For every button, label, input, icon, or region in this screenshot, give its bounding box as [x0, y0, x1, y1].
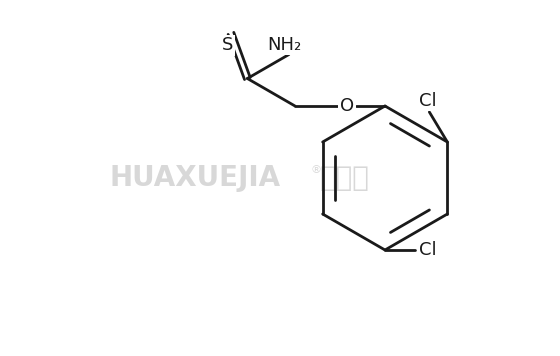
- Text: Cl: Cl: [419, 241, 437, 259]
- Text: HUAXUEJIA: HUAXUEJIA: [110, 164, 281, 192]
- Text: NH₂: NH₂: [267, 36, 301, 53]
- Text: S: S: [222, 36, 234, 54]
- Text: 化学加: 化学加: [320, 164, 370, 192]
- Text: Cl: Cl: [418, 92, 436, 110]
- Text: ®: ®: [310, 165, 321, 175]
- Text: O: O: [340, 97, 354, 115]
